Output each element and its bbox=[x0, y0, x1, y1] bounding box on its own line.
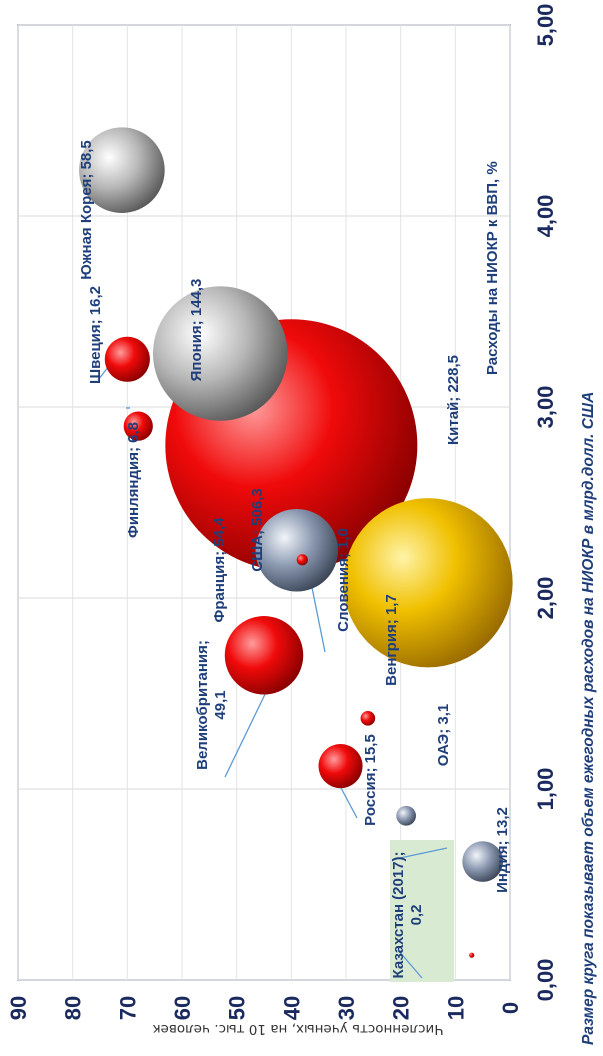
label-box-казахстан bbox=[390, 840, 454, 982]
point-label-венгрия: Венгрия; 1,7 bbox=[383, 594, 400, 686]
y-tick-label: 30 bbox=[334, 996, 359, 1020]
x-tick-label: 1,00 bbox=[533, 768, 558, 811]
point-label-казахстан: Казахстан (2017);0,2 bbox=[390, 851, 425, 978]
bubble-россия bbox=[318, 744, 363, 789]
point-label-индия: Индия; 13,2 bbox=[494, 807, 511, 893]
bubble-швеция bbox=[104, 336, 150, 382]
y-tick-label: 20 bbox=[389, 996, 414, 1020]
bubble-венгрия bbox=[360, 711, 376, 726]
axis-ticks: 0,00 1,00 2,00 3,00 4,00 5,00 0 10 20 30 40 50 60 70 8… bbox=[6, 4, 558, 1021]
bubble-франция bbox=[255, 508, 339, 592]
point-label-южная-корея: Южная Корея; 58,5 bbox=[78, 140, 95, 280]
x-tick-label: 2,00 bbox=[533, 577, 558, 620]
bubble-индия bbox=[462, 841, 504, 882]
chart-caption: Размер круга показывает объем ежегодных … bbox=[580, 392, 597, 1045]
point-label-финляндия: Финляндия; 6,8 bbox=[125, 422, 142, 538]
bubbles bbox=[79, 127, 513, 958]
label-boxes bbox=[390, 840, 454, 982]
point-label-словения: Словения; 1,0 bbox=[335, 528, 352, 632]
y-tick-label: 50 bbox=[225, 996, 250, 1020]
y-tick-label: 70 bbox=[115, 996, 140, 1020]
leader-великобритания bbox=[224, 685, 270, 778]
x-axis-label: Расходы на НИОКР к ВВП, % bbox=[484, 161, 501, 375]
point-label-россия: Россия; 15,5 bbox=[362, 734, 379, 826]
leader-казахстан bbox=[397, 949, 423, 979]
bubble-казахстан bbox=[469, 952, 475, 958]
leader-оаэ bbox=[399, 847, 448, 859]
y-tick-label: 40 bbox=[279, 996, 304, 1020]
x-tick-label: 0,00 bbox=[533, 959, 558, 1002]
point-labels: Южная Корея; 58,5 Япония; 144,3 Швеция; 16… bbox=[78, 140, 511, 978]
x-tick-label: 4,00 bbox=[533, 195, 558, 238]
bubble-финляндия bbox=[123, 411, 153, 441]
y-tick-label: 60 bbox=[170, 996, 195, 1020]
y-axis-label: Численность ученых, на 10 тыс. человек bbox=[152, 1021, 443, 1037]
bubble-словения bbox=[296, 554, 308, 566]
x-tick-label: 3,00 bbox=[533, 386, 558, 429]
bubble-оаэ bbox=[396, 805, 416, 826]
y-tick-label: 0 bbox=[498, 1002, 523, 1014]
bubble-япония bbox=[152, 286, 288, 421]
point-label-франция: Франция; 54,4 bbox=[211, 517, 228, 623]
bubble-южная-корея bbox=[79, 127, 165, 213]
leader-россия bbox=[339, 785, 358, 819]
point-label-оаэ: ОАЭ; 3,1 bbox=[435, 704, 452, 766]
y-tick-label: 10 bbox=[443, 996, 468, 1020]
point-label-япония: Япония; 144,3 bbox=[188, 279, 205, 382]
bubble-великобритания bbox=[224, 616, 304, 695]
point-label-китай: Китай; 228,5 bbox=[445, 355, 462, 445]
point-label-сша: США; 506,3 bbox=[249, 488, 266, 571]
x-tick-label: 5,00 bbox=[533, 4, 558, 47]
point-label-великобритания: Великобритания;49,1 bbox=[194, 640, 229, 770]
bubble-китай bbox=[343, 498, 513, 668]
y-tick-label: 90 bbox=[6, 996, 31, 1020]
y-tick-label: 80 bbox=[61, 996, 86, 1020]
point-label-швеция: Швеция; 16,2 bbox=[87, 286, 104, 384]
